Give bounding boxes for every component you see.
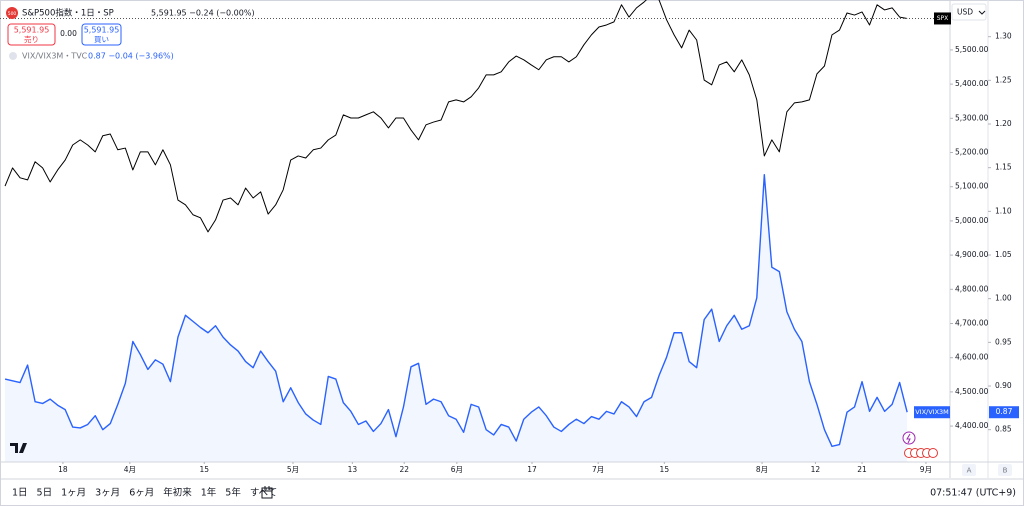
x-tick-label: 6月 bbox=[451, 465, 463, 474]
sell-button[interactable] bbox=[7, 23, 56, 46]
event-icon[interactable] bbox=[902, 431, 916, 445]
y2-tick-label: 1.15 bbox=[995, 163, 1012, 172]
y2-tick-label: 1.25 bbox=[995, 75, 1012, 84]
y-tick-label: 5,400.00 bbox=[955, 79, 989, 88]
legend2-icon bbox=[9, 52, 17, 60]
y2-tick-label: 0.85 bbox=[995, 425, 1012, 434]
range-button[interactable]: 5日 bbox=[37, 488, 53, 499]
x-tick-label: 15 bbox=[660, 465, 670, 474]
legend2-quote: 0.87 −0.04 (−3.96%) bbox=[88, 52, 174, 61]
x-tick-label: 5月 bbox=[287, 465, 299, 474]
y2-tick-label: 1.10 bbox=[995, 206, 1012, 215]
series-badge-label: SPX bbox=[937, 15, 949, 22]
y2-tick-label: 1.00 bbox=[995, 294, 1012, 303]
range-button[interactable]: すべて bbox=[250, 488, 277, 499]
y-tick-label: 4,500.00 bbox=[955, 387, 989, 396]
spread: 0.00 bbox=[60, 29, 77, 38]
last-value-badge bbox=[989, 406, 1019, 419]
tv-logo bbox=[10, 443, 27, 453]
axis-button[interactable] bbox=[962, 464, 976, 476]
y-tick-label: 4,900.00 bbox=[955, 250, 989, 259]
clock: 07:51:47 (UTC+9) bbox=[930, 488, 1016, 499]
legend2-symbol[interactable]: VIX/VIX3M・TVC bbox=[22, 52, 88, 61]
range-button[interactable]: 年初来 bbox=[163, 487, 192, 499]
series-badge bbox=[914, 406, 950, 419]
axis-button-label[interactable]: B bbox=[1003, 467, 1008, 475]
range-button[interactable]: 6ヶ月 bbox=[129, 488, 154, 499]
sell-label[interactable]: 売り bbox=[24, 34, 39, 44]
y-tick-label: 5,000.00 bbox=[955, 216, 989, 225]
x-tick-label: 4月 bbox=[124, 465, 136, 474]
y2-tick-label: 0.90 bbox=[995, 381, 1012, 390]
x-tick-label: 15 bbox=[199, 465, 209, 474]
flag-icons bbox=[904, 448, 938, 458]
y2-tick-label: 1.20 bbox=[995, 119, 1012, 128]
x-tick-label: 18 bbox=[58, 465, 68, 474]
axis-button-label[interactable]: A bbox=[967, 467, 972, 475]
event-icon-glyph bbox=[906, 433, 911, 444]
date-range-icon[interactable] bbox=[261, 486, 273, 499]
y-tick-label: 5,300.00 bbox=[955, 113, 989, 122]
x-tick-label: 17 bbox=[527, 465, 537, 474]
y-tick-label: 4,400.00 bbox=[955, 421, 989, 430]
y-tick-label: 5,200.00 bbox=[955, 148, 989, 157]
last-value-label: 0.87 bbox=[996, 407, 1013, 416]
symbol-quote: 5,591.95 −0.24 (−0.00%) bbox=[151, 9, 255, 18]
x-tick-label: 12 bbox=[811, 465, 821, 474]
currency[interactable]: USD bbox=[957, 8, 973, 17]
series-line bbox=[4, 0, 908, 233]
buy-button[interactable] bbox=[81, 23, 122, 46]
range-button[interactable]: 1年 bbox=[201, 487, 217, 499]
y2-tick-label: 0.95 bbox=[995, 337, 1012, 346]
currency-dropdown[interactable] bbox=[951, 3, 987, 21]
y2-tick-label: 1.05 bbox=[995, 250, 1012, 259]
series-badge bbox=[934, 12, 951, 25]
series-line bbox=[4, 173, 908, 447]
axes: 4,400.00 4,500.00 4,600.00 4,700.00 4,800.00… bbox=[58, 32, 1012, 474]
buy-price[interactable]: 5,591.95 bbox=[84, 26, 120, 35]
logo-text: 500 bbox=[8, 11, 17, 17]
x-tick-label: 21 bbox=[857, 465, 867, 474]
series-badge-label: VIX/VIX3M bbox=[915, 408, 949, 416]
axis-button[interactable] bbox=[998, 464, 1012, 476]
dropdown-arrow bbox=[978, 10, 986, 15]
x-tick-label: 9月 bbox=[920, 465, 932, 474]
y-tick-label: 4,600.00 bbox=[955, 353, 989, 362]
range-button[interactable]: 1日 bbox=[12, 488, 28, 499]
toolbar: 1日 5日 1ヶ月 3ヶ月 6ヶ月 年初来 1年 5年 すべて bbox=[12, 487, 277, 499]
sell-price[interactable]: 5,591.95 bbox=[14, 26, 50, 35]
y-tick-label: 4,800.00 bbox=[955, 284, 989, 293]
x-tick-label: 8月 bbox=[756, 465, 768, 474]
y-tick-label: 5,100.00 bbox=[955, 182, 989, 191]
range-button[interactable]: 1ヶ月 bbox=[61, 488, 86, 499]
buy-label[interactable]: 買い bbox=[94, 35, 109, 44]
range-button[interactable]: 3ヶ月 bbox=[95, 488, 120, 499]
x-tick-label: 7月 bbox=[592, 465, 604, 474]
symbol-logo bbox=[6, 7, 18, 19]
y-tick-label: 5,500.00 bbox=[955, 45, 989, 54]
plot-area bbox=[0, 0, 950, 462]
symbol-title[interactable]: S&P500指数・1日・SP bbox=[22, 8, 114, 19]
x-tick-label: 22 bbox=[399, 465, 409, 474]
x-tick-label: 13 bbox=[348, 465, 358, 474]
y2-tick-label: 1.30 bbox=[995, 32, 1012, 41]
area-fill bbox=[5, 174, 908, 462]
y-tick-label: 4,700.00 bbox=[955, 319, 989, 328]
range-button[interactable]: 5年 bbox=[225, 487, 241, 499]
